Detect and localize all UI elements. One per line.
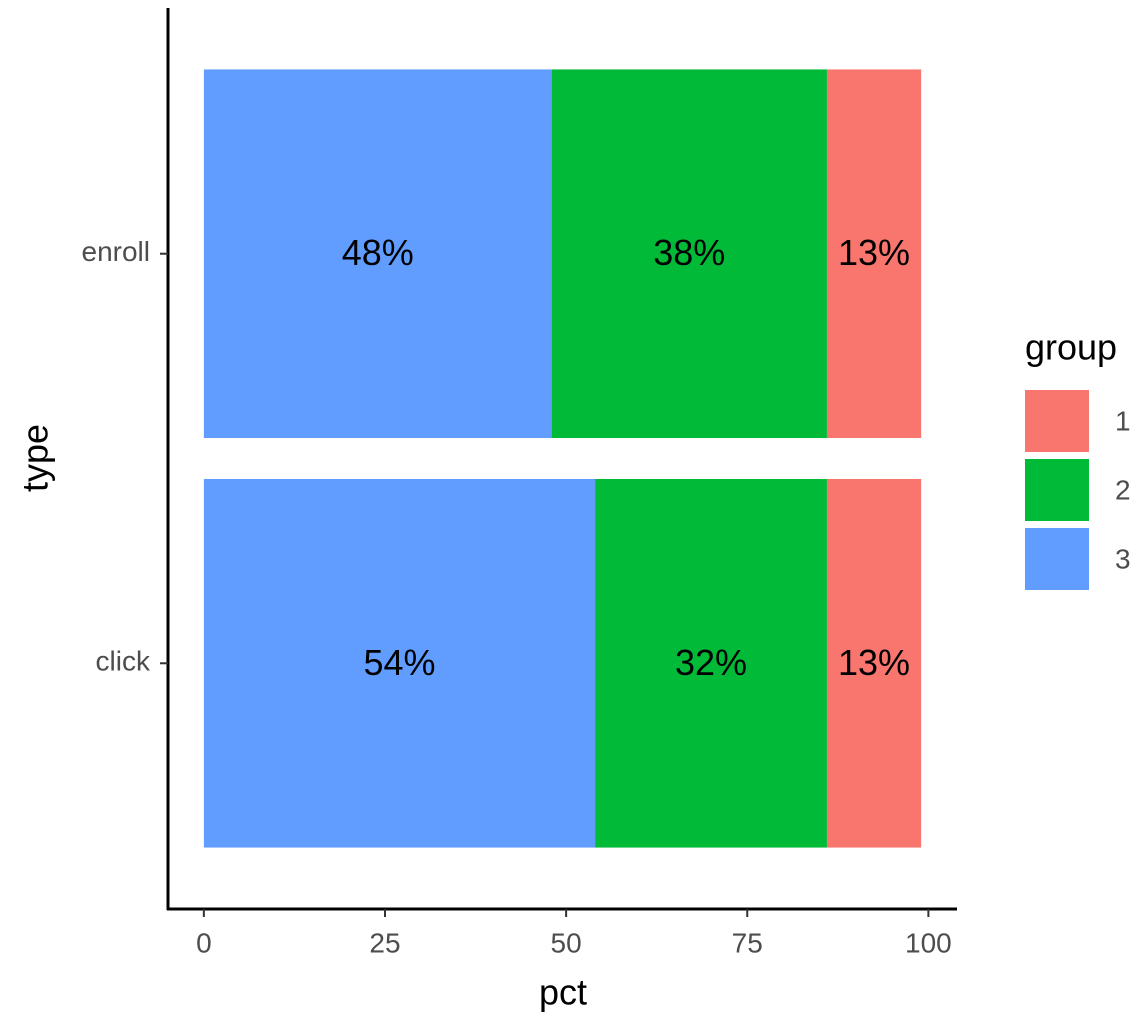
x-tick-label: 0 — [196, 927, 212, 958]
legend-key — [1025, 528, 1089, 590]
data-label: 32% — [675, 642, 747, 683]
bar-segment — [826, 478, 922, 848]
data-label: 38% — [653, 232, 725, 273]
data-label: 54% — [363, 642, 435, 683]
x-tick-label: 25 — [369, 927, 400, 958]
data-label: 13% — [838, 232, 910, 273]
bar-segment — [826, 69, 922, 439]
y-tick-label: enroll — [82, 236, 150, 267]
bar-segment — [551, 69, 827, 439]
bar-segment — [203, 69, 552, 439]
y-axis-title: type — [15, 424, 56, 492]
legend-label: 2 — [1115, 474, 1131, 505]
legend-title: group — [1025, 327, 1117, 368]
y-tick-label: click — [96, 646, 151, 677]
legend-key — [1025, 459, 1089, 521]
bar-segment — [595, 478, 827, 848]
x-tick-label: 100 — [905, 927, 952, 958]
x-tick-label: 75 — [732, 927, 763, 958]
data-label: 13% — [838, 642, 910, 683]
data-label: 48% — [342, 232, 414, 273]
bar-segment — [203, 478, 596, 848]
legend-label: 3 — [1115, 543, 1131, 574]
x-axis-title: pct — [539, 972, 587, 1013]
legend-label: 1 — [1115, 405, 1131, 436]
x-tick-label: 50 — [551, 927, 582, 958]
legend-key — [1025, 390, 1089, 452]
